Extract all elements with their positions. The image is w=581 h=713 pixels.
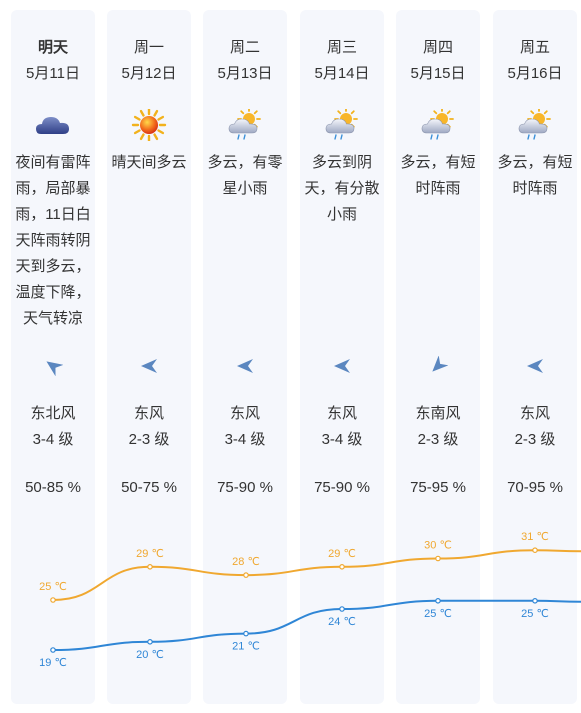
cloud-night-icon <box>35 109 71 141</box>
sun-cloud-rain-icon <box>420 107 456 141</box>
humidity: 50-75 % <box>121 479 177 496</box>
wind-direction: 东风 <box>229 405 260 422</box>
sun-cloud-rain-icon <box>227 107 263 141</box>
forecast-day-column: 周三 5月14日多云到阴天，有分散小雨东风 3-4 级 75-90 % <box>300 10 384 704</box>
wind-direction: 东南风 <box>415 405 461 422</box>
humidity: 50-85 % <box>25 479 81 496</box>
day-label: 明天 <box>37 39 68 56</box>
east-arrow-icon <box>139 356 159 376</box>
sun-cloud-rain-icon <box>324 107 360 141</box>
day-label: 周二 <box>229 39 260 56</box>
humidity: 75-90 % <box>217 479 273 496</box>
wind-direction: 东风 <box>326 405 357 422</box>
weather-description: 多云到阴天，有分散小雨 <box>304 154 380 223</box>
weather-description: 多云，有零星小雨 <box>207 154 283 197</box>
weather-description: 多云，有短时阵雨 <box>400 154 476 197</box>
wind-level: 3-4 级 <box>224 431 266 448</box>
northeast-arrow-icon <box>43 356 64 377</box>
sun-cloud-rain-icon <box>517 107 553 141</box>
forecast-day-column: 周一 5月12日晴天间多云东风 2-3 级 50-75 % <box>107 10 191 704</box>
east-arrow-icon <box>525 356 545 376</box>
wind-level: 2-3 级 <box>514 431 556 448</box>
date-label: 5月16日 <box>507 65 563 82</box>
day-label: 周三 <box>326 39 357 56</box>
wind-level: 3-4 级 <box>321 431 363 448</box>
day-label: 周一 <box>133 39 164 56</box>
forecast-day-column: 周二 5月13日多云，有零星小雨东风 3-4 级 75-90 % <box>203 10 287 704</box>
weather-description: 夜间有雷阵雨，局部暴雨，11日白天阵雨转阴天到多云，温度下降，天气转凉 <box>15 154 91 327</box>
southeast-arrow-icon <box>428 355 449 376</box>
forecast-day-column: 明天 5月11日夜间有雷阵雨，局部暴雨，11日白天阵雨转阴天到多云，温度下降，天气… <box>11 10 95 704</box>
humidity: 75-95 % <box>410 479 466 496</box>
wind-direction: 东北风 <box>30 405 76 422</box>
wind-level: 3-4 级 <box>32 431 74 448</box>
date-label: 5月12日 <box>121 65 177 82</box>
east-arrow-icon <box>235 356 255 376</box>
east-arrow-icon <box>332 356 352 376</box>
humidity: 70-95 % <box>507 479 563 496</box>
forecast-day-column: 周四 5月15日多云，有短时阵雨东南风 2-3 级 75-95 % <box>396 10 480 704</box>
date-label: 5月15日 <box>410 65 466 82</box>
humidity: 75-90 % <box>314 479 370 496</box>
date-label: 5月14日 <box>314 65 370 82</box>
wind-level: 2-3 级 <box>417 431 459 448</box>
weather-description: 多云，有短时阵雨 <box>497 154 573 197</box>
forecast-day-column: 周五 5月16日多云，有短时阵雨东风 2-3 级 70-95 % <box>493 10 577 704</box>
wind-direction: 东风 <box>133 405 164 422</box>
date-label: 5月11日 <box>26 65 80 82</box>
weather-description: 晴天间多云 <box>111 154 187 171</box>
day-label: 周五 <box>519 39 550 56</box>
day-label: 周四 <box>422 39 453 56</box>
sun-icon <box>131 107 167 143</box>
wind-direction: 东风 <box>519 405 550 422</box>
date-label: 5月13日 <box>217 65 273 82</box>
wind-level: 2-3 级 <box>128 431 170 448</box>
